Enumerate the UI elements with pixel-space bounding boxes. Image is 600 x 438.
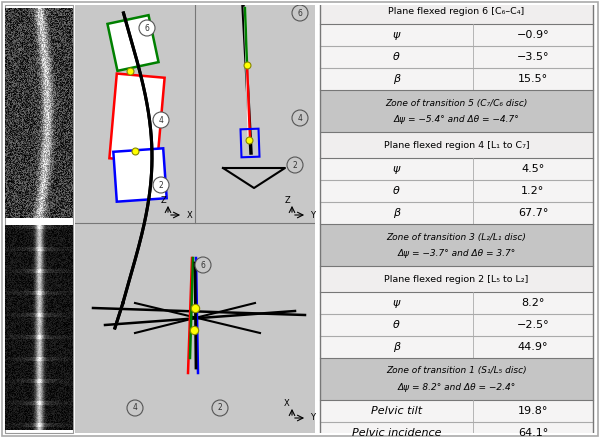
Bar [320, 266, 593, 292]
Circle shape [153, 177, 169, 193]
Bar [5, 5, 73, 433]
Text: β: β [393, 342, 400, 352]
Circle shape [139, 20, 155, 36]
Text: 44.9°: 44.9° [518, 342, 548, 352]
Text: 2: 2 [293, 160, 298, 170]
Text: β: β [393, 208, 400, 218]
Text: Δψ = −3.7° and Δθ = 3.7°: Δψ = −3.7° and Δθ = 3.7° [397, 248, 515, 258]
Text: β: β [393, 74, 400, 84]
Text: 2: 2 [218, 403, 223, 413]
Text: 1.2°: 1.2° [521, 186, 545, 196]
Text: ψ: ψ [393, 298, 400, 308]
Bar [320, 202, 593, 224]
Circle shape [127, 400, 143, 416]
Circle shape [153, 112, 169, 128]
Bar [320, 336, 593, 358]
Bar [320, 224, 593, 266]
Text: 8.2°: 8.2° [521, 298, 545, 308]
Text: θ: θ [393, 52, 400, 62]
Bar [320, 132, 593, 158]
Text: Z: Z [284, 195, 290, 205]
Text: 4: 4 [298, 113, 302, 123]
Text: θ: θ [393, 186, 400, 196]
Text: Y: Y [310, 211, 315, 219]
Text: 6: 6 [200, 261, 205, 269]
Text: 19.8°: 19.8° [518, 406, 548, 416]
Text: Plane flexed region 6 [C₆–C₄]: Plane flexed region 6 [C₆–C₄] [388, 7, 524, 15]
Text: Pelvic tilt: Pelvic tilt [371, 406, 422, 416]
Text: 6: 6 [298, 8, 302, 18]
Text: X: X [284, 399, 290, 407]
Text: 64.1°: 64.1° [518, 428, 548, 438]
Polygon shape [109, 74, 164, 162]
Text: 2: 2 [158, 180, 163, 190]
Text: Zone of transition 1 (S₁/L₅ disc): Zone of transition 1 (S₁/L₅ disc) [386, 367, 527, 375]
Text: Plane flexed region 4 [L₁ to C₇]: Plane flexed region 4 [L₁ to C₇] [383, 141, 529, 149]
Circle shape [292, 5, 308, 21]
Polygon shape [113, 148, 167, 201]
Text: −3.5°: −3.5° [517, 52, 549, 62]
Circle shape [212, 400, 228, 416]
Bar [320, 314, 593, 336]
Bar [320, 24, 593, 46]
Text: 4: 4 [158, 116, 163, 124]
Text: 4.5°: 4.5° [521, 164, 545, 174]
Text: Y: Y [310, 413, 315, 423]
Bar [320, 68, 593, 90]
Text: ψ: ψ [393, 30, 400, 40]
Text: Zone of transition 5 (C₇/C₆ disc): Zone of transition 5 (C₇/C₆ disc) [385, 99, 527, 107]
Text: −0.9°: −0.9° [517, 30, 549, 40]
Text: Zone of transition 3 (L₂/L₁ disc): Zone of transition 3 (L₂/L₁ disc) [386, 233, 526, 241]
Bar [320, 422, 593, 438]
Bar [320, 158, 593, 180]
Circle shape [195, 257, 211, 273]
Text: 15.5°: 15.5° [518, 74, 548, 84]
Bar [320, 180, 593, 202]
Bar [320, 358, 593, 400]
Bar [320, 0, 593, 24]
Text: 6: 6 [145, 24, 149, 32]
Circle shape [292, 110, 308, 126]
Text: X: X [187, 211, 193, 219]
Text: Δψ = −5.4° and Δθ = −4.7°: Δψ = −5.4° and Δθ = −4.7° [394, 114, 520, 124]
Text: Plane flexed region 2 [L₅ to L₂]: Plane flexed region 2 [L₅ to L₂] [385, 275, 529, 283]
Bar [320, 90, 593, 132]
Polygon shape [107, 15, 158, 71]
Text: ψ: ψ [393, 164, 400, 174]
Text: −2.5°: −2.5° [517, 320, 549, 330]
Bar [320, 46, 593, 68]
Bar [320, 400, 593, 422]
Text: 4: 4 [133, 403, 137, 413]
Text: Δψ = 8.2° and Δθ = −2.4°: Δψ = 8.2° and Δθ = −2.4° [397, 382, 515, 392]
Circle shape [287, 157, 303, 173]
Text: θ: θ [393, 320, 400, 330]
Bar [320, 292, 593, 314]
Text: Z: Z [160, 195, 166, 205]
Text: 67.7°: 67.7° [518, 208, 548, 218]
Text: Pelvic incidence: Pelvic incidence [352, 428, 441, 438]
